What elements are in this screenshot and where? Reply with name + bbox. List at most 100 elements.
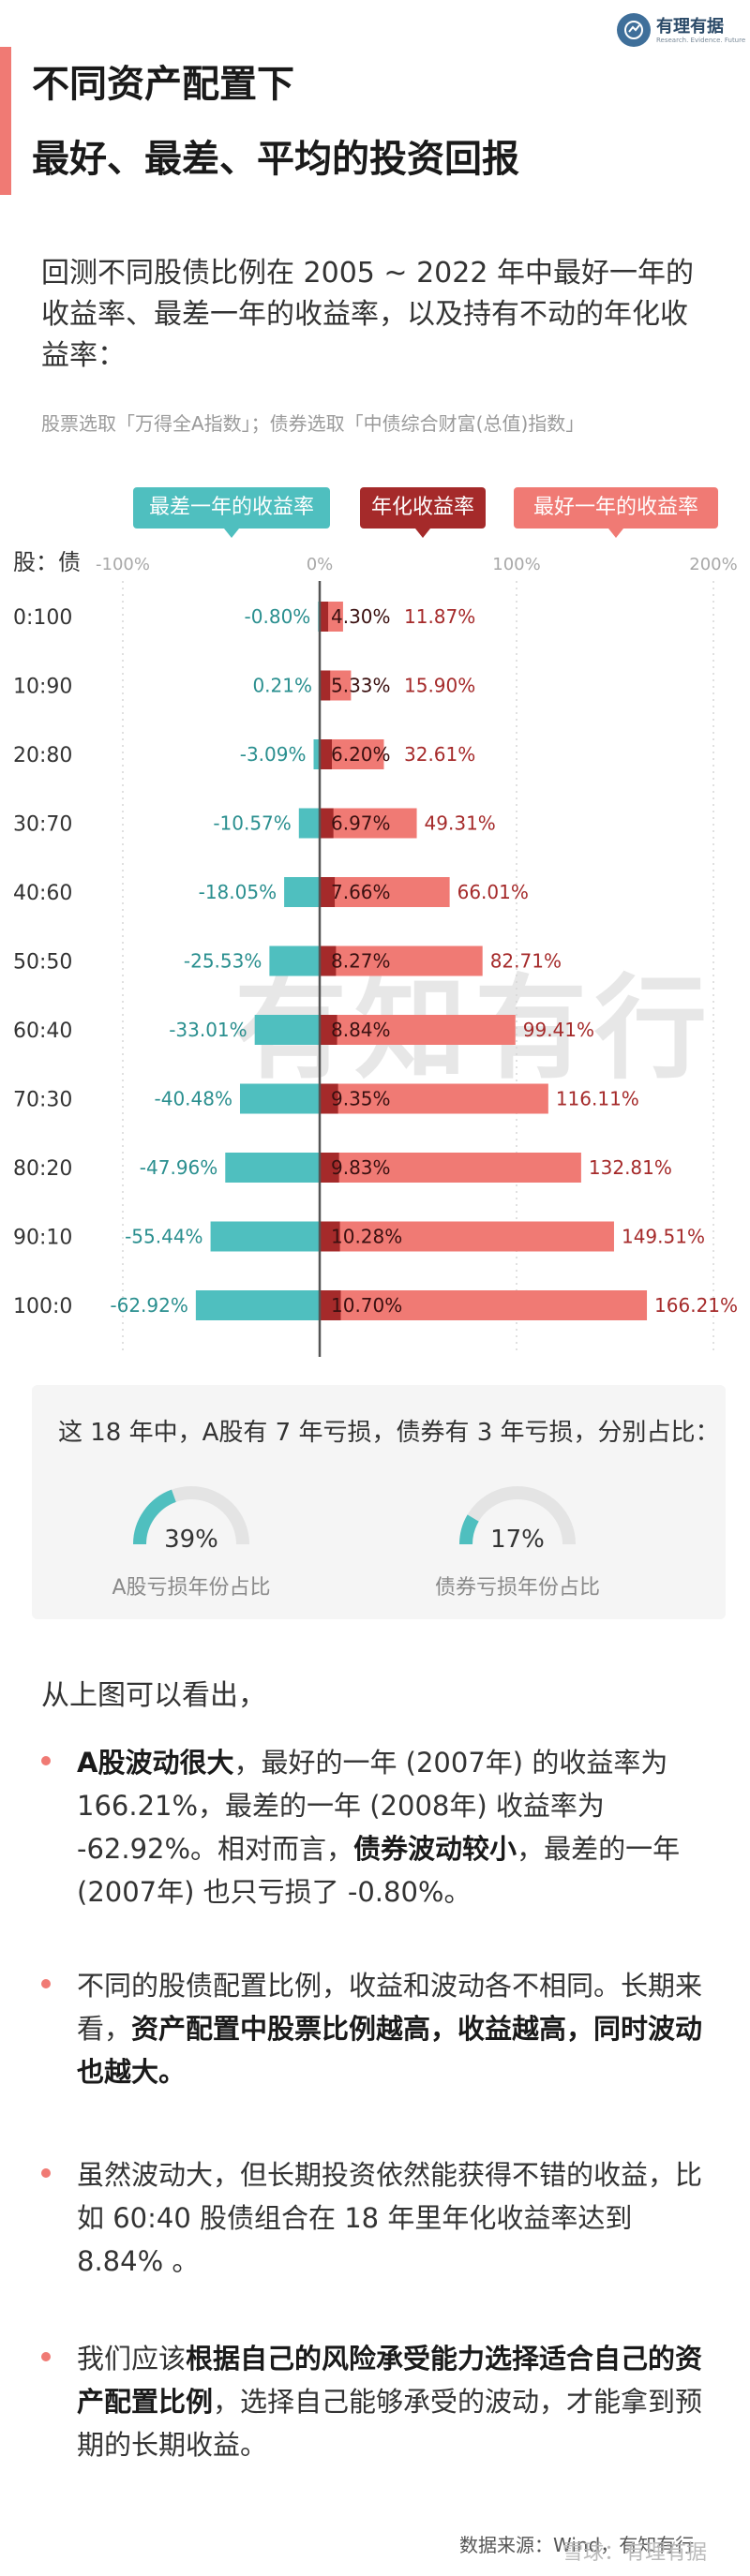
legend-best: 最好一年的收益率	[514, 487, 718, 529]
worst-return-label: -33.01%	[169, 1019, 247, 1041]
worst-return-label: -10.57%	[213, 812, 291, 835]
emphasis: 根据自己的风险承受能力选择适合自己的资产配置比例	[77, 2343, 703, 2418]
x-tick-label: -100%	[96, 555, 150, 574]
data-source: 数据来源：Wind，有知有行	[459, 2534, 695, 2556]
stock-loss-gauge-arc	[133, 1486, 249, 1545]
worst-return-bar	[195, 1290, 320, 1320]
best-return-label: 99.41%	[523, 1019, 594, 1041]
average-return-bar	[320, 602, 329, 632]
logo-icon	[617, 13, 651, 47]
best-return-bar	[320, 946, 483, 976]
average-return-bar	[320, 1083, 338, 1114]
worst-return-label: 0.21%	[252, 675, 312, 697]
brand-logo: 有理有据 Research. Evidence. Future	[617, 11, 745, 52]
average-return-bar	[320, 670, 331, 701]
conclusion-point-2: 不同的股债配置比例，收益和波动各不相同。长期来看，资产配置中股票比例越高，收益越…	[41, 1964, 716, 2095]
worst-return-label: -40.48%	[155, 1088, 232, 1110]
bullet-dot	[41, 2168, 51, 2178]
conclusion-point-2-text: 不同的股债配置比例，收益和波动各不相同。长期来看，资产配置中股票比例越高，收益越…	[77, 1964, 724, 2093]
x-tick-label: 200%	[689, 555, 737, 574]
bond-loss-label: 债券亏损年份占比	[434, 1576, 600, 1600]
x-tick-label: 100%	[492, 555, 540, 574]
bond-loss-gauge-arc	[459, 1486, 576, 1545]
conclusion-point-3: 虽然波动大，但长期投资依然能获得不错的收益，比如 60:40 股债组合在 18 …	[41, 2153, 716, 2285]
conclusion-title: 从上图可以看出，	[41, 1679, 266, 1712]
category-label: 10:90	[13, 676, 72, 699]
category-label: 60:40	[13, 1020, 72, 1043]
best-return-label: 149.51%	[622, 1226, 705, 1248]
average-return-label: 10.28%	[331, 1226, 402, 1248]
average-return-bar	[320, 1221, 340, 1252]
worst-return-bar	[239, 1083, 320, 1114]
category-label: 0:100	[13, 606, 72, 630]
category-label: 30:70	[13, 813, 72, 837]
best-return-bar	[320, 1015, 516, 1045]
worst-return-label: -3.09%	[240, 743, 307, 766]
stock-loss-value: 39%	[164, 1526, 218, 1554]
average-return-bar	[320, 808, 334, 839]
conclusion-point-3-text: 虽然波动大，但长期投资依然能获得不错的收益，比如 60:40 股债组合在 18 …	[77, 2159, 703, 2277]
best-return-label: 132.81%	[589, 1156, 672, 1179]
average-return-label: 9.35%	[331, 1088, 391, 1110]
best-return-bar	[320, 1153, 581, 1183]
logo-name: 有理有据	[656, 17, 724, 37]
page-title-line2: 最好、最差、平均的投资回报	[32, 138, 519, 181]
worst-return-label: -25.53%	[184, 950, 262, 973]
conclusion-point-1: A股波动很大，最好的一年 (2007年) 的收益率为 166.21%，最差的一年…	[41, 1741, 716, 1928]
worst-return-label: -18.05%	[199, 881, 277, 903]
page-title-line1: 不同资产配置下	[32, 63, 294, 106]
worst-return-bar	[313, 739, 320, 769]
average-return-bar	[320, 1153, 339, 1183]
worst-return-bar	[269, 946, 320, 976]
worst-return-bar	[225, 1153, 320, 1183]
footer-watermark: 雪球：有理有据	[562, 2541, 708, 2565]
best-return-label: 116.11%	[556, 1088, 639, 1110]
best-return-bar	[320, 1290, 648, 1320]
average-return-bar	[320, 739, 333, 769]
summary-text: 这 18 年中，A股有 7 年亏损，债券有 3 年亏损，分别占比：	[58, 1419, 720, 1447]
gauge-fill-arc	[133, 1489, 177, 1545]
best-return-bar	[320, 877, 450, 907]
bullet-dot	[41, 2352, 51, 2361]
average-return-bar	[320, 877, 336, 907]
summary-card: 这 18 年中，A股有 7 年亏损，债券有 3 年亏损，分别占比： 39% A股…	[32, 1385, 726, 1619]
legend-best-pointer	[608, 529, 623, 538]
conclusion-point-1-text: A股波动很大，最好的一年 (2007年) 的收益率为 166.21%，最差的一年…	[77, 1741, 724, 1913]
legend-worst: 最差一年的收益率	[133, 487, 330, 529]
legend-average: 年化收益率	[360, 487, 486, 529]
average-return-bar	[320, 946, 337, 976]
category-label: 70:30	[13, 1089, 72, 1112]
best-return-label: 66.01%	[458, 881, 529, 903]
average-return-label: 8.84%	[331, 1019, 391, 1041]
best-return-bar	[320, 1083, 548, 1114]
best-return-label: 82.71%	[490, 950, 562, 973]
legend-average-pointer	[415, 529, 430, 538]
category-label: 20:80	[13, 744, 72, 767]
category-label: 100:0	[13, 1295, 72, 1318]
intro-text: 回测不同股债比例在 2005 ~ 2022 年中最好一年的收益率、最差一年的收益…	[41, 257, 694, 372]
best-return-bar	[320, 1221, 614, 1252]
stock-loss-label: A股亏损年份占比	[112, 1576, 271, 1600]
best-return-bar	[320, 808, 417, 839]
x-tick-label: 0%	[307, 555, 334, 574]
average-return-label: 4.30%	[331, 605, 391, 628]
gauge-fill-arc	[459, 1514, 479, 1545]
body-text: ，选择自己能够承受的波动，才能拿到预期的长期收益。	[77, 2386, 703, 2461]
category-label: 40:60	[13, 882, 72, 905]
worst-return-label: -55.44%	[125, 1226, 202, 1248]
bullet-dot	[41, 1979, 51, 1988]
category-label: 90:10	[13, 1227, 72, 1250]
worst-return-label: -62.92%	[110, 1294, 188, 1317]
average-return-label: 7.66%	[331, 881, 391, 903]
source-note: 股票选取「万得全A指数」；债券选取「中债综合财富(总值)指数」	[41, 412, 585, 435]
average-return-label: 10.70%	[331, 1294, 402, 1317]
body-text: ，最好的一年 (2007年) 的收益率为 166.21%，最差的一年 (2008…	[77, 1747, 668, 1865]
worst-return-bar	[298, 808, 320, 839]
bullet-dot	[41, 1756, 51, 1765]
body-text: 不同的股债配置比例，收益和波动各不相同。长期来看，	[77, 1970, 703, 2045]
stock-loss-gauge: 39% A股亏损年份占比	[88, 1479, 332, 1610]
returns-bar-chart: 股：债 -100% 0% 100% 200% 0:100 -0.80% 4.30% 11.87%…	[0, 540, 750, 1364]
average-return-label: 8.27%	[331, 950, 391, 973]
worst-return-bar	[210, 1221, 320, 1252]
body-text: ，最差的一年 (2007年) 也只亏损了 -0.80%。	[77, 1833, 681, 1908]
